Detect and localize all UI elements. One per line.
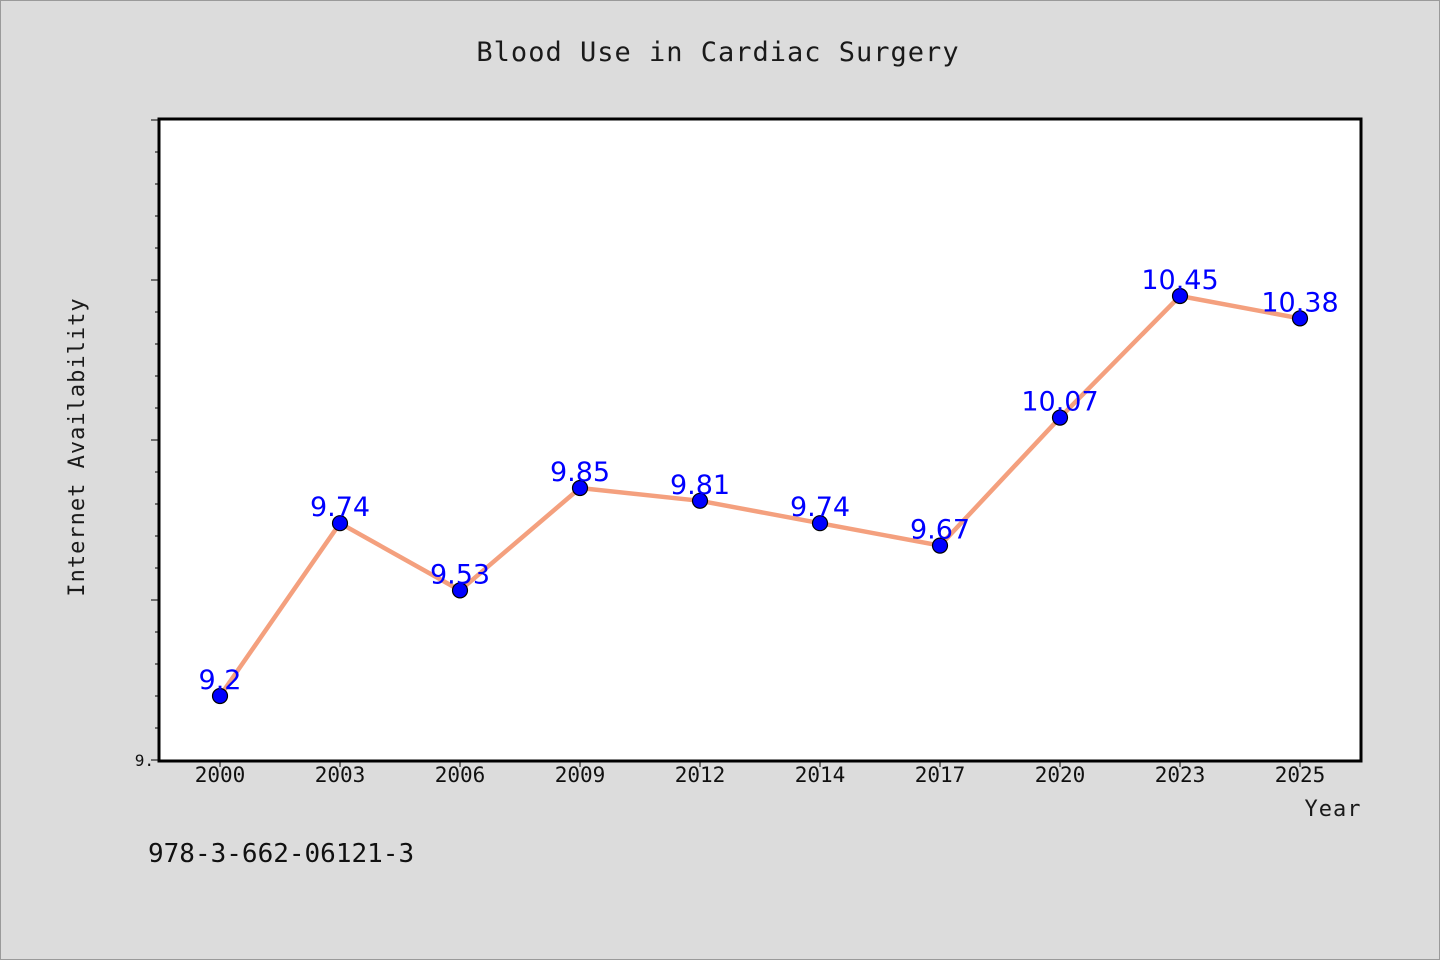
- data-point: [451, 582, 469, 599]
- x-tick-label: 2020: [1035, 763, 1086, 787]
- x-tick-label: 2006: [435, 763, 486, 787]
- series-line: [218, 293, 1301, 698]
- data-label: 10.07: [1021, 387, 1098, 418]
- data-point: [1051, 409, 1069, 426]
- data-point: [1291, 310, 1309, 327]
- y-axis-label: Internet Availability: [65, 297, 90, 596]
- data-label: 9.74: [790, 492, 850, 523]
- data-point: [811, 515, 829, 532]
- data-label: 9.67: [910, 515, 970, 546]
- x-tick-label: 2023: [1155, 763, 1206, 787]
- y-tick-label: 9.: [135, 751, 154, 770]
- x-tick-label: 2012: [675, 763, 726, 787]
- x-axis-ticks: 2000 2003 2006 2009 2012 2014 2017 2020 2023 2025: [195, 760, 1326, 787]
- chart-title: Blood Use in Cardiac Surgery: [476, 37, 959, 68]
- data-label: 9.53: [430, 559, 490, 590]
- data-label: 9.81: [670, 470, 730, 501]
- data-point: [571, 479, 589, 497]
- isbn-footer: 978-3-662-06121-3: [148, 839, 414, 869]
- data-label: 9.2: [199, 665, 242, 696]
- data-point: [931, 537, 949, 554]
- data-point: [1171, 287, 1189, 305]
- series-layer: 9.2 9.74 9.53 9.85 9.81 9.74 9.67 10.07 10.45 10.…: [199, 265, 1339, 705]
- data-label: 9.74: [310, 492, 370, 523]
- data-label: 10.45: [1141, 265, 1218, 296]
- x-tick-label: 2014: [795, 763, 846, 787]
- x-tick-label: 2017: [915, 763, 966, 787]
- x-tick-label: 2003: [315, 763, 366, 787]
- data-point: [691, 492, 709, 509]
- plot-area: [157, 117, 1363, 763]
- data-point: [211, 687, 229, 705]
- data-label: 10.38: [1261, 287, 1338, 318]
- x-tick-label: 2025: [1275, 763, 1326, 787]
- x-tick-label: 2000: [195, 763, 246, 787]
- x-axis-label: Year: [1305, 797, 1362, 822]
- y-axis-ticks: 9.: [135, 119, 160, 770]
- data-label: 9.85: [550, 457, 610, 488]
- x-tick-label: 2009: [555, 763, 606, 787]
- data-point: [331, 515, 349, 532]
